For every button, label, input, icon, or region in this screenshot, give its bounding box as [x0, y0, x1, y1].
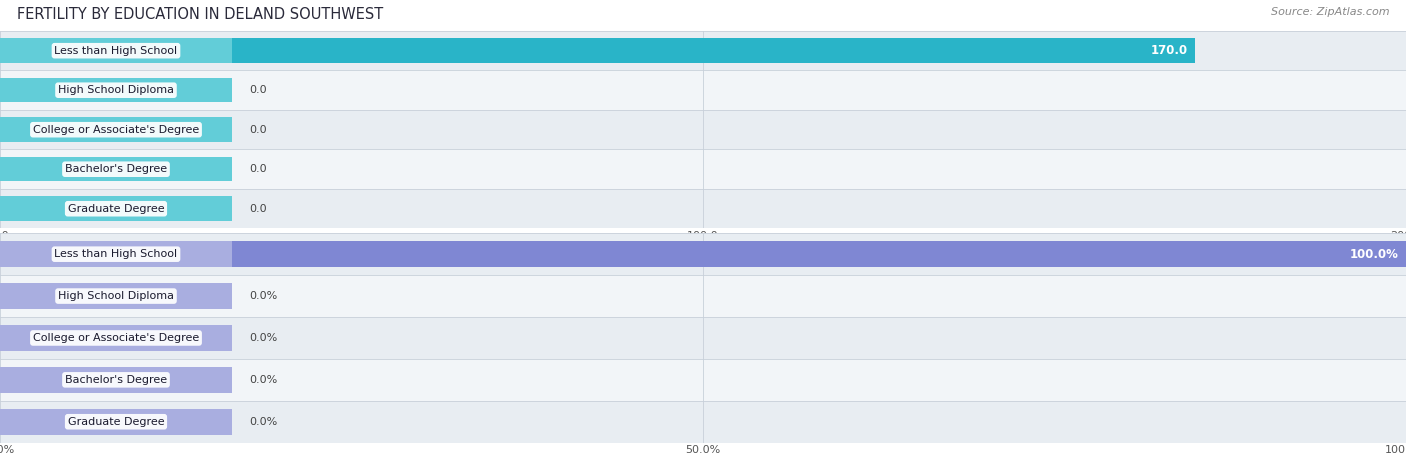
Bar	[0, 233, 1406, 275]
Bar	[0, 367, 228, 393]
Text: High School Diploma: High School Diploma	[58, 85, 174, 95]
Bar	[0, 241, 232, 267]
Bar	[0, 70, 1406, 110]
Text: Source: ZipAtlas.com: Source: ZipAtlas.com	[1271, 7, 1389, 17]
Bar	[0, 283, 232, 309]
Text: FERTILITY BY EDUCATION IN DELAND SOUTHWEST: FERTILITY BY EDUCATION IN DELAND SOUTHWE…	[17, 7, 382, 22]
Text: 0.0: 0.0	[249, 125, 267, 135]
Bar	[0, 31, 1406, 70]
Text: 0.0%: 0.0%	[249, 375, 277, 385]
Bar	[0, 110, 1406, 149]
Text: 0.0: 0.0	[249, 164, 267, 174]
Text: 0.0: 0.0	[249, 204, 267, 214]
Bar	[0, 283, 228, 309]
Text: 0.0%: 0.0%	[249, 291, 277, 301]
Bar	[0, 157, 228, 181]
Bar	[0, 325, 228, 351]
Bar	[0, 39, 1195, 63]
Text: Less than High School: Less than High School	[55, 249, 177, 259]
Bar	[0, 317, 1406, 359]
Bar	[0, 118, 228, 142]
Text: 100.0%: 100.0%	[1350, 248, 1399, 261]
Bar	[0, 78, 232, 102]
Bar	[0, 197, 232, 221]
Text: 0.0%: 0.0%	[249, 333, 277, 343]
Text: 170.0: 170.0	[1152, 44, 1188, 57]
Text: High School Diploma: High School Diploma	[58, 291, 174, 301]
Bar	[0, 367, 232, 393]
Bar	[0, 197, 228, 221]
Bar	[0, 78, 228, 102]
Bar	[0, 157, 232, 181]
Bar	[0, 149, 1406, 189]
Bar	[0, 325, 232, 351]
Text: Less than High School: Less than High School	[55, 46, 177, 56]
Bar	[0, 359, 1406, 401]
Bar	[0, 39, 232, 63]
Text: 0.0: 0.0	[249, 85, 267, 95]
Text: College or Associate's Degree: College or Associate's Degree	[32, 333, 200, 343]
Text: Bachelor's Degree: Bachelor's Degree	[65, 375, 167, 385]
Bar	[0, 401, 1406, 443]
Bar	[0, 189, 1406, 228]
Bar	[0, 409, 232, 435]
Bar	[0, 409, 228, 435]
Text: Graduate Degree: Graduate Degree	[67, 204, 165, 214]
Text: 0.0%: 0.0%	[249, 416, 277, 427]
Text: College or Associate's Degree: College or Associate's Degree	[32, 125, 200, 135]
Text: Bachelor's Degree: Bachelor's Degree	[65, 164, 167, 174]
Text: Graduate Degree: Graduate Degree	[67, 416, 165, 427]
Bar	[0, 241, 1406, 267]
Bar	[0, 275, 1406, 317]
Bar	[0, 118, 232, 142]
